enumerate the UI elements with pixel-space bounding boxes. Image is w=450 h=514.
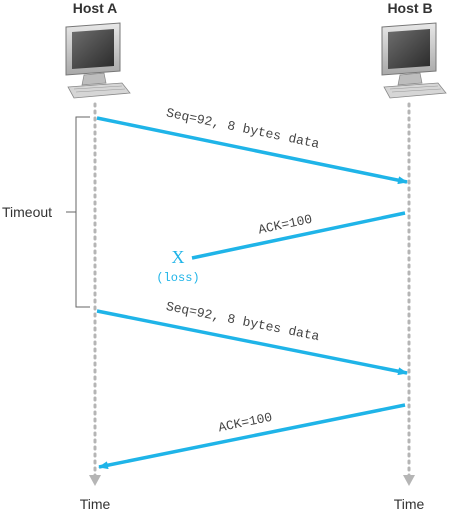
ack-message-arrow bbox=[98, 403, 406, 470]
desktop-computer-icon bbox=[65, 22, 131, 99]
seq-message-arrow bbox=[96, 116, 408, 185]
host-b-label: Host B bbox=[387, 0, 432, 16]
seq-retransmit-arrow bbox=[96, 309, 408, 376]
desktop-computer-icon bbox=[381, 22, 447, 99]
seq-message-label: Seq=92, 8 bytes data bbox=[165, 105, 321, 151]
seq-retransmit-label: Seq=92, 8 bytes data bbox=[165, 299, 321, 344]
timeout-label: Timeout bbox=[2, 204, 52, 220]
host-a-time-arrowhead bbox=[89, 475, 101, 486]
loss-x-mark: X bbox=[172, 247, 185, 267]
timeout-bracket bbox=[75, 116, 90, 308]
host-b-time-arrowhead bbox=[403, 475, 415, 486]
time-label-a: Time bbox=[80, 496, 111, 512]
host-a-label: Host A bbox=[73, 0, 118, 16]
loss-label: (loss) bbox=[156, 271, 199, 285]
time-label-b: Time bbox=[394, 496, 425, 512]
ack-message-label-2: ACK=100 bbox=[217, 410, 274, 436]
ack-message-arrow-lost bbox=[191, 211, 406, 260]
